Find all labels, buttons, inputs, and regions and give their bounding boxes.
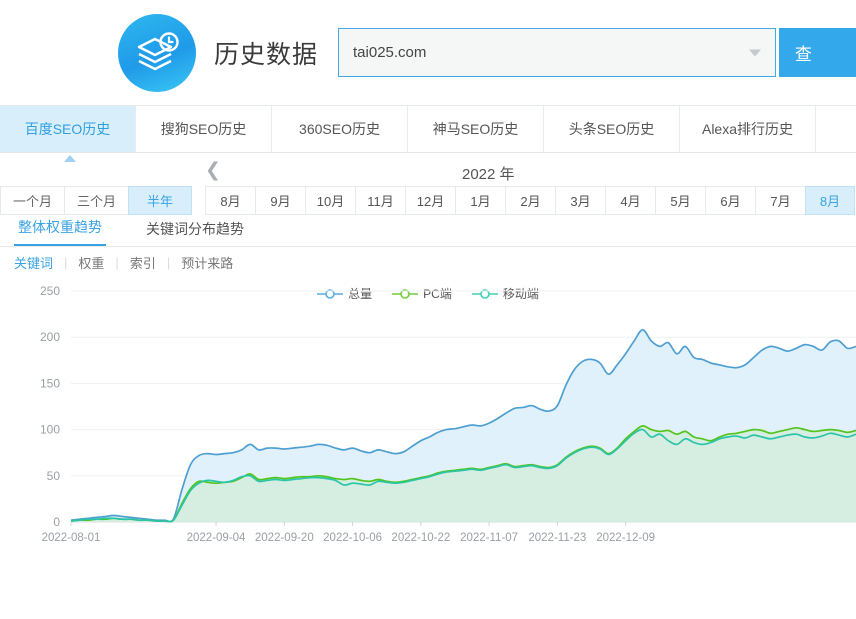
chart-subtabs: 整体权重趋势 关键词分布趋势 bbox=[0, 215, 856, 247]
month-btn-11[interactable]: 11月 bbox=[355, 186, 405, 215]
chart-x-axis-ticks bbox=[70, 522, 627, 526]
tab-alexa-rank[interactable]: Alexa排行历史 bbox=[680, 106, 816, 152]
month-btn-06[interactable]: 6月 bbox=[705, 186, 755, 215]
month-btn-03[interactable]: 3月 bbox=[555, 186, 605, 215]
svg-text:0: 0 bbox=[53, 515, 60, 529]
filter-keyword[interactable]: 关键词 bbox=[14, 255, 54, 271]
chart-areas bbox=[71, 329, 856, 522]
svg-text:2022-11-23: 2022-11-23 bbox=[528, 532, 586, 544]
svg-text:250: 250 bbox=[40, 284, 60, 298]
domain-search-box[interactable] bbox=[338, 28, 776, 77]
svg-text:2022-10-22: 2022-10-22 bbox=[391, 532, 450, 544]
svg-text:2022-08-01: 2022-08-01 bbox=[42, 532, 101, 544]
trend-chart: 总量 PC端 移动端 0 50 100 150 200 250 2022-08-01 202… bbox=[0, 277, 856, 567]
month-btn-04[interactable]: 4月 bbox=[605, 186, 655, 215]
svg-text:2022-11-07: 2022-11-07 bbox=[460, 532, 518, 544]
svg-text:150: 150 bbox=[40, 376, 60, 390]
range-three-months[interactable]: 三个月 bbox=[64, 186, 128, 215]
filter-estimated-traffic[interactable]: 预计来路 bbox=[181, 255, 234, 271]
month-btn-08a[interactable]: 8月 bbox=[205, 186, 255, 215]
page-header: 历史数据 查 bbox=[0, 0, 856, 105]
tab-sogou-seo[interactable]: 搜狗SEO历史 bbox=[136, 106, 272, 152]
filter-separator: | bbox=[115, 254, 119, 270]
month-btn-10[interactable]: 10月 bbox=[305, 186, 355, 215]
range-button-group: 一个月 三个月 半年 bbox=[0, 186, 192, 215]
tab-shenma-seo[interactable]: 神马SEO历史 bbox=[408, 106, 544, 152]
month-btn-08b[interactable]: 8月 bbox=[805, 186, 855, 215]
svg-text:2022-09-04: 2022-09-04 bbox=[187, 532, 246, 544]
main-tabbar: 百度SEO历史 搜狗SEO历史 360SEO历史 神马SEO历史 头条SEO历史… bbox=[0, 105, 856, 162]
layers-clock-icon bbox=[118, 13, 196, 92]
page-title: 历史数据 bbox=[214, 40, 319, 69]
month-btn-01[interactable]: 1月 bbox=[455, 186, 505, 215]
metric-filter-links: 关键词 | 权重 | 索引 | 预计来路 bbox=[0, 247, 856, 277]
tab-toutiao-seo[interactable]: 头条SEO历史 bbox=[544, 106, 680, 152]
search-button[interactable]: 查 bbox=[778, 28, 856, 77]
chevron-left-icon[interactable]: ❮ bbox=[205, 159, 221, 181]
svg-text:2022-12-09: 2022-12-09 bbox=[596, 532, 655, 544]
chart-y-axis-labels: 0 50 100 150 200 250 bbox=[40, 284, 60, 529]
svg-text:200: 200 bbox=[40, 330, 60, 344]
month-button-group: 8月 9月 10月 11月 12月 1月 2月 3月 4月 5月 6月 7月 8… bbox=[205, 186, 855, 215]
subtab-keyword-distribution-trend[interactable]: 关键词分布趋势 bbox=[146, 221, 244, 237]
chevron-down-icon[interactable] bbox=[748, 49, 761, 56]
svg-text:50: 50 bbox=[47, 469, 61, 483]
tab-baidu-seo[interactable]: 百度SEO历史 bbox=[0, 106, 136, 152]
svg-text:2022-10-06: 2022-10-06 bbox=[323, 532, 382, 544]
active-tab-indicator-icon bbox=[64, 155, 76, 162]
month-btn-02[interactable]: 2月 bbox=[505, 186, 555, 215]
filter-separator: | bbox=[64, 254, 68, 270]
tab-index-history[interactable]: 收录 bbox=[816, 106, 856, 152]
chart-lines bbox=[70, 328, 856, 523]
range-one-month[interactable]: 一个月 bbox=[0, 186, 64, 215]
year-label: 2022 年 bbox=[462, 166, 515, 183]
site-logo bbox=[118, 13, 196, 92]
filter-separator: | bbox=[166, 254, 171, 270]
filter-weight[interactable]: 权重 bbox=[78, 255, 105, 271]
month-btn-09[interactable]: 9月 bbox=[255, 186, 305, 215]
subtab-overall-weight-trend[interactable]: 整体权重趋势 bbox=[14, 217, 106, 246]
svg-text:2022-09-20: 2022-09-20 bbox=[255, 532, 314, 544]
filter-index[interactable]: 索引 bbox=[129, 255, 156, 271]
search-input[interactable] bbox=[339, 29, 750, 76]
tab-360-seo[interactable]: 360SEO历史 bbox=[272, 106, 408, 152]
month-btn-05[interactable]: 5月 bbox=[655, 186, 705, 215]
month-btn-12[interactable]: 12月 bbox=[405, 186, 455, 215]
date-selector: ❮ 2022 年 一个月 三个月 半年 8月 9月 10月 11月 12月 1月… bbox=[0, 153, 856, 215]
month-btn-07[interactable]: 7月 bbox=[755, 186, 805, 215]
chart-x-axis-labels: 2022-08-01 2022-09-04 2022-09-20 2022-10-06… bbox=[42, 532, 655, 544]
svg-text:100: 100 bbox=[40, 423, 60, 437]
range-half-year[interactable]: 半年 bbox=[128, 186, 192, 215]
